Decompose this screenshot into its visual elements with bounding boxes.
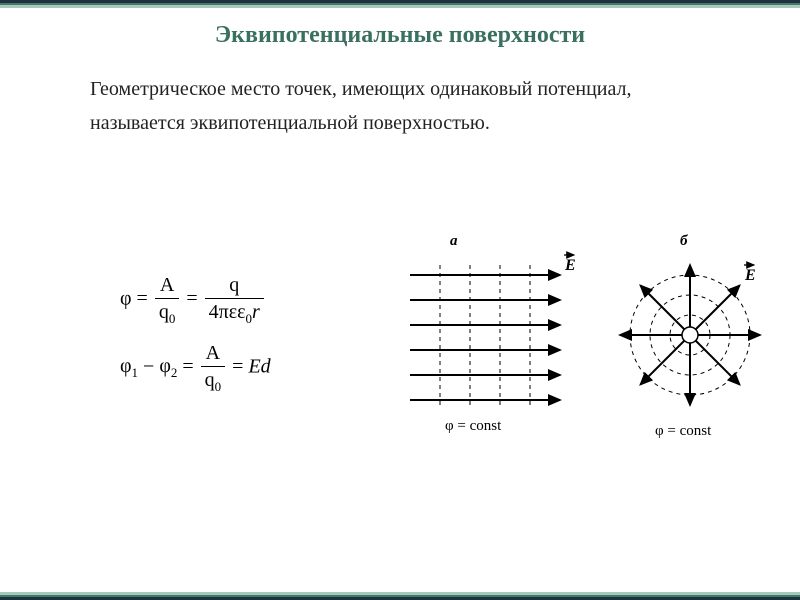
frac-A-q0: A q0 — [155, 272, 180, 328]
phi2: φ2 — [159, 355, 177, 377]
stripe — [0, 5, 800, 8]
svg-text:E: E — [564, 257, 576, 274]
num: A — [201, 340, 226, 366]
num: q — [205, 272, 264, 298]
page-title: Эквипотенциальные поверхности — [0, 22, 800, 49]
eq: = — [137, 288, 148, 310]
bottom-border — [0, 592, 800, 600]
field-diagrams-svg: а Eφ = const б Eφ = const — [400, 230, 780, 470]
eq: = — [232, 355, 243, 377]
formula-phi: φ = A q0 = q 4πεε0r — [120, 272, 360, 328]
svg-text:б: б — [680, 233, 688, 249]
den: 4πεε0r — [205, 298, 264, 328]
definition-text: Геометрическое место точек, имеющих один… — [90, 72, 730, 140]
frac-q-eps: q 4πεε0r — [205, 272, 264, 328]
svg-text:а: а — [450, 233, 458, 249]
num: A — [155, 272, 180, 298]
eq: = — [182, 355, 193, 377]
den: q0 — [155, 298, 180, 328]
frac-A-q0-2: A q0 — [201, 340, 226, 396]
phi: φ — [120, 288, 132, 310]
den: q0 — [201, 366, 226, 396]
formulas-block: φ = A q0 = q 4πεε0r φ1 − φ2 = A q0 = Ed — [120, 260, 360, 408]
top-border — [0, 0, 800, 8]
formula-phi1-phi2: φ1 − φ2 = A q0 = Ed — [120, 340, 360, 396]
minus: − — [143, 355, 154, 377]
svg-text:E: E — [744, 267, 756, 284]
eq: = — [186, 288, 197, 310]
phi1: φ1 — [120, 355, 138, 377]
Ed: Ed — [248, 355, 270, 377]
svg-text:φ = const: φ = const — [655, 423, 712, 439]
diagrams-block: а Eφ = const б Eφ = const — [400, 230, 780, 470]
svg-text:φ = const: φ = const — [445, 418, 502, 434]
